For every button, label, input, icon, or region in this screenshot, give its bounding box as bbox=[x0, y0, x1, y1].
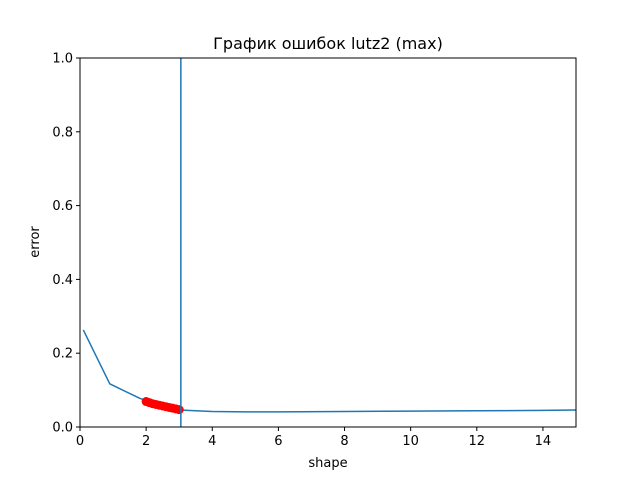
series-line-0 bbox=[82, 329, 576, 413]
plot-area bbox=[82, 58, 576, 427]
x-tick-label: 12 bbox=[469, 434, 486, 449]
scatter-point bbox=[174, 405, 184, 415]
chart-title: График ошибок lutz2 (max) bbox=[213, 34, 443, 53]
x-tick-label: 10 bbox=[402, 434, 419, 449]
y-tick-label: 0.4 bbox=[52, 273, 73, 288]
x-axis: 0 2 4 6 8 10 12 14 bbox=[76, 427, 551, 449]
x-tick-label: 14 bbox=[535, 434, 552, 449]
x-tick-label: 8 bbox=[340, 434, 348, 449]
y-tick-label: 0.0 bbox=[52, 421, 73, 436]
y-tick-label: 1.0 bbox=[52, 52, 73, 67]
x-tick-label: 6 bbox=[274, 434, 282, 449]
x-tick-label: 4 bbox=[208, 434, 216, 449]
y-axis: 0.0 0.2 0.4 0.6 0.8 1.0 bbox=[52, 52, 80, 436]
y-axis-label: error bbox=[28, 226, 43, 258]
x-tick-label: 2 bbox=[142, 434, 150, 449]
y-tick-label: 0.6 bbox=[52, 199, 73, 214]
x-axis-label: shape bbox=[308, 456, 347, 471]
y-tick-label: 0.2 bbox=[52, 347, 73, 362]
y-tick-label: 0.8 bbox=[52, 125, 73, 140]
axes-frame bbox=[79, 57, 577, 428]
x-tick-label: 0 bbox=[76, 434, 84, 449]
